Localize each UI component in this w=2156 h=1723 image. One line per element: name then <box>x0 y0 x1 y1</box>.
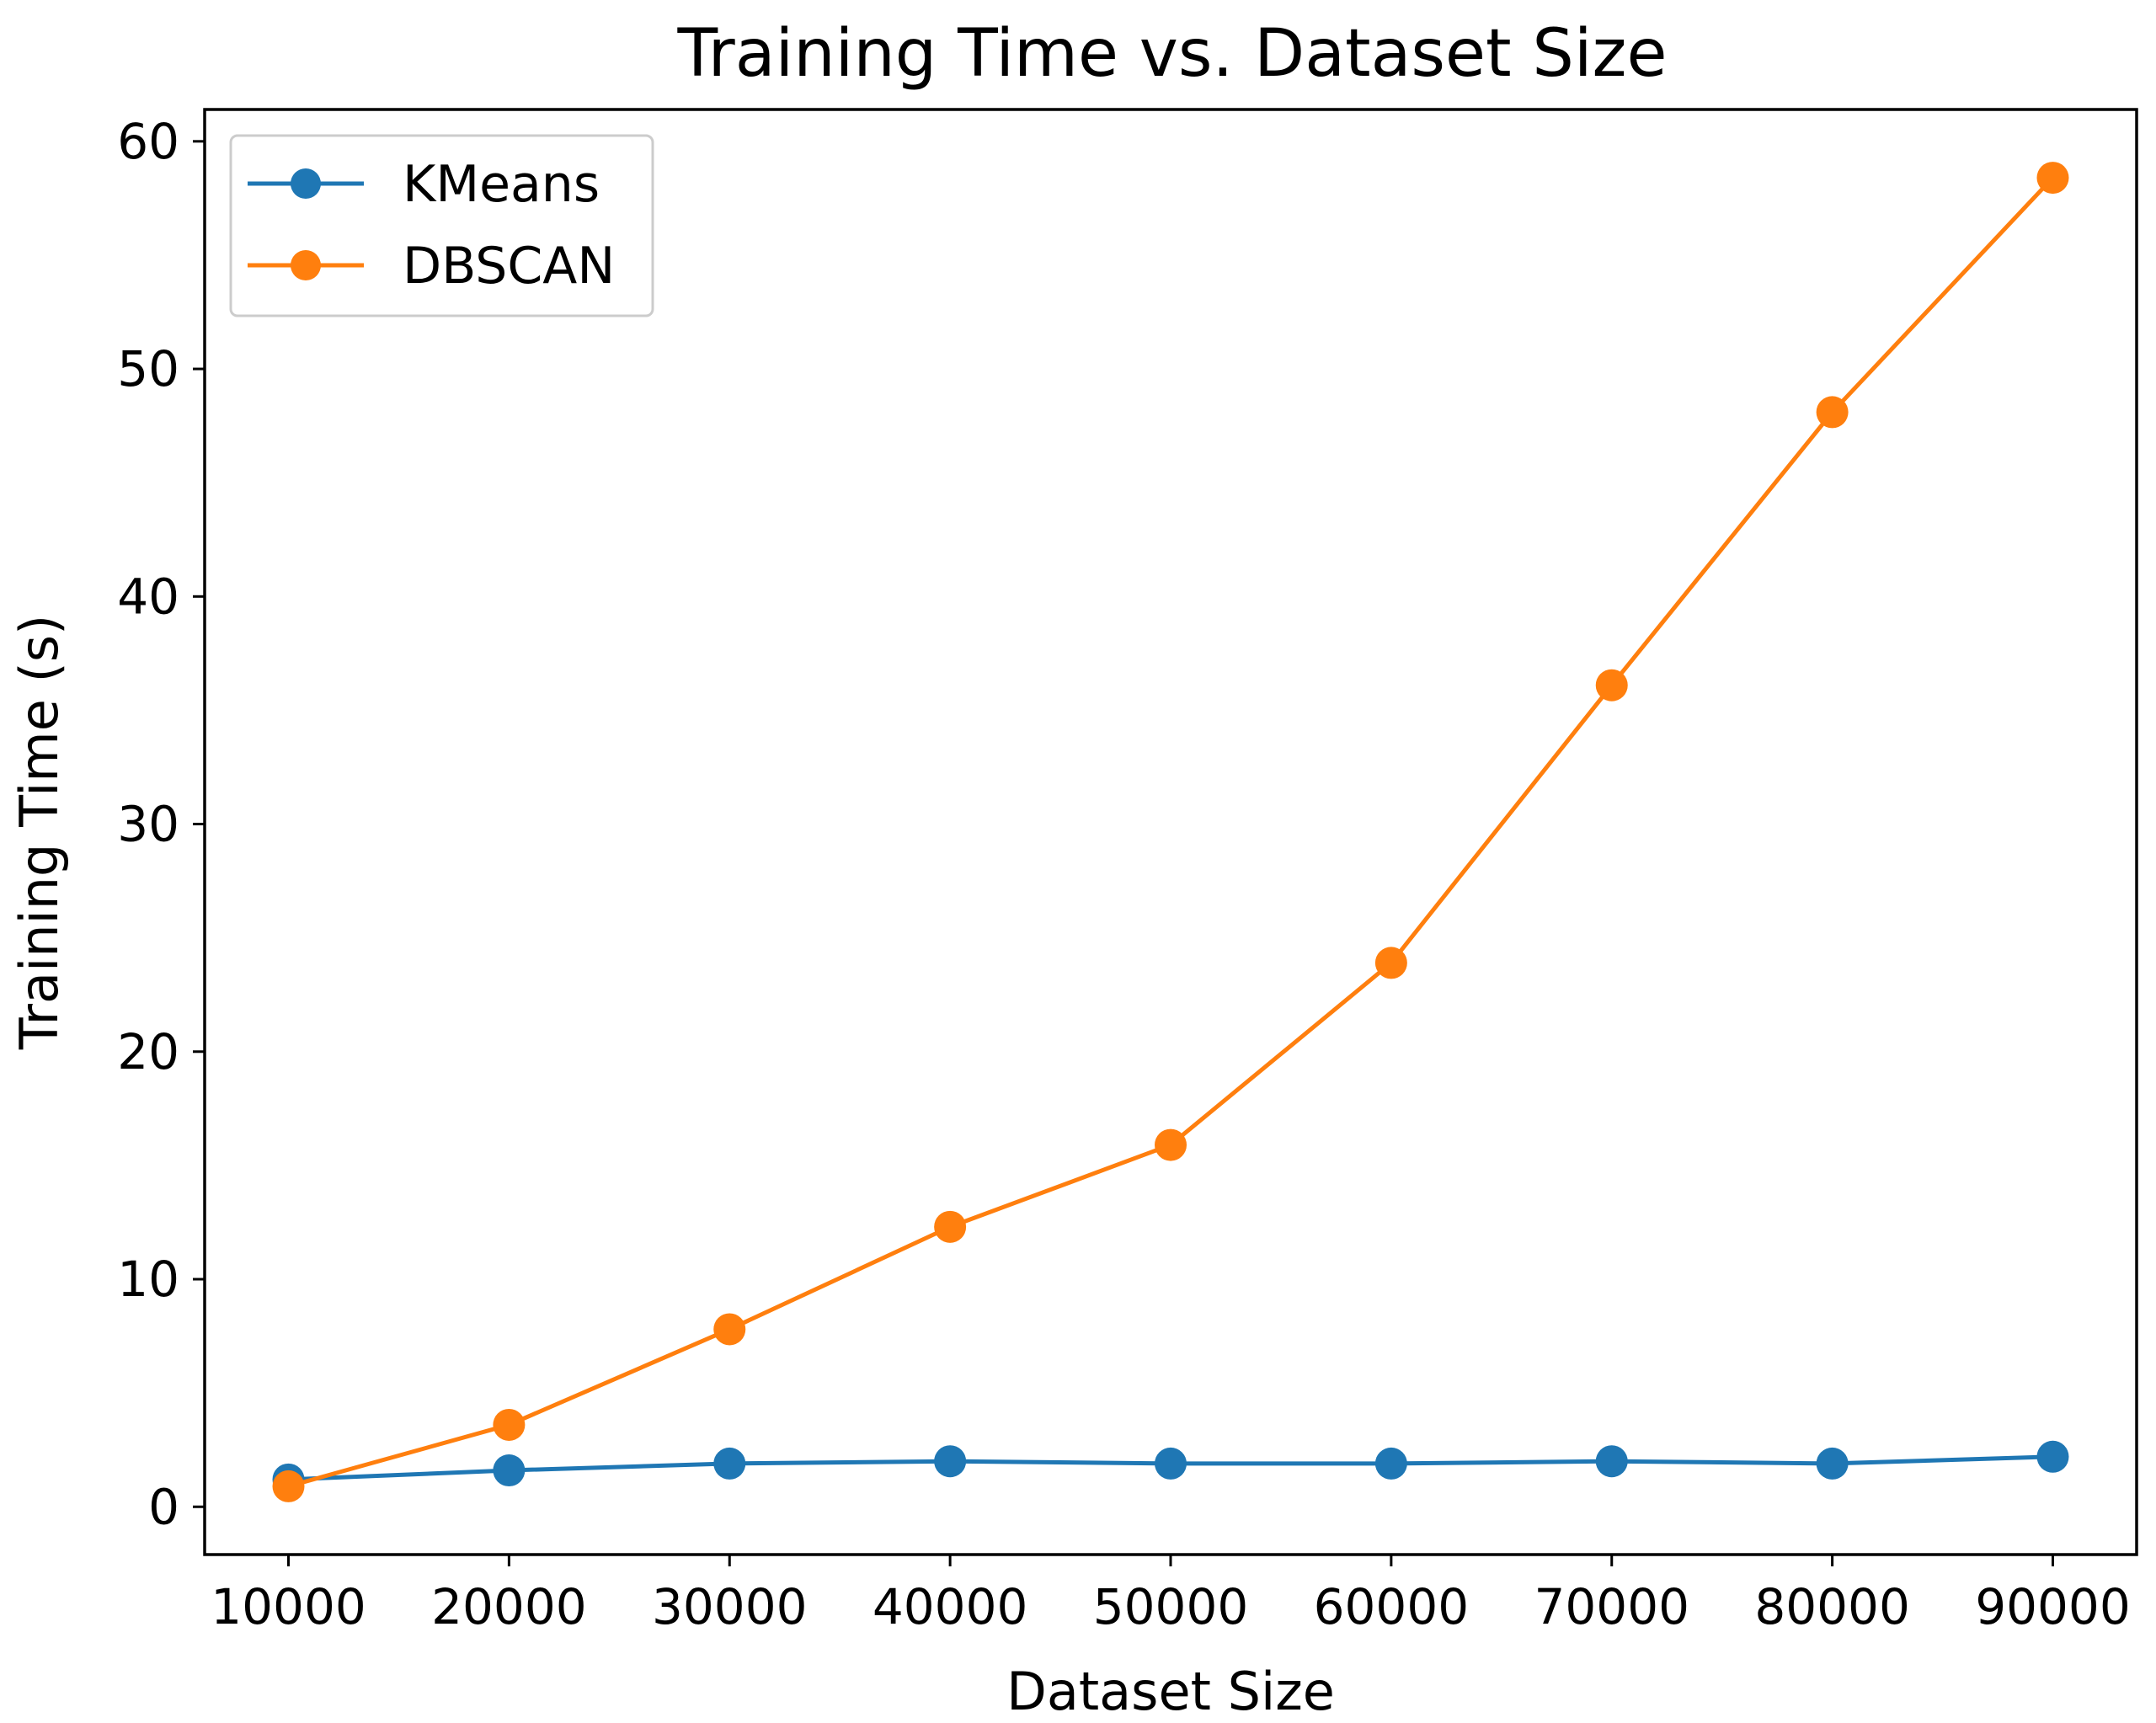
chart-title: Training Time vs. Dataset Size <box>677 16 1668 92</box>
y-tick-label: 20 <box>117 1023 179 1080</box>
y-tick-label: 30 <box>117 796 179 853</box>
data-point-kmeans <box>1816 1447 1849 1480</box>
x-axis: 10000 20000 30000 40000 50000 60000 70000 80000… <box>211 1555 2131 1635</box>
data-point-dbscan <box>272 1470 305 1502</box>
data-point-kmeans <box>1595 1445 1628 1478</box>
x-tick-label: 90000 <box>1975 1578 2131 1635</box>
x-tick-label: 60000 <box>1314 1578 1470 1635</box>
x-tick-label: 70000 <box>1534 1578 1689 1635</box>
y-tick-label: 60 <box>117 113 179 170</box>
data-point-dbscan <box>713 1313 746 1346</box>
x-axis-label: Dataset Size <box>1006 1661 1335 1722</box>
y-tick-label: 10 <box>117 1251 179 1308</box>
data-point-dbscan <box>493 1408 526 1441</box>
data-point-kmeans <box>2036 1440 2069 1473</box>
data-point-dbscan <box>934 1210 967 1243</box>
legend-label-dbscan: DBSCAN <box>403 237 615 296</box>
y-tick-label: 0 <box>148 1478 179 1535</box>
data-point-dbscan <box>1816 396 1849 429</box>
data-point-kmeans <box>1374 1447 1407 1480</box>
x-tick-label: 10000 <box>211 1578 366 1635</box>
series-layer <box>272 162 2069 1502</box>
legend: KMeans DBSCAN <box>229 134 654 317</box>
data-point-dbscan <box>1155 1128 1187 1161</box>
y-axis: 0 10 20 30 40 50 60 <box>117 113 205 1535</box>
legend-marker-dbscan <box>291 250 321 280</box>
data-point-dbscan <box>1595 669 1628 701</box>
legend-label-kmeans: KMeans <box>403 155 600 214</box>
x-tick-label: 20000 <box>431 1578 587 1635</box>
data-point-kmeans <box>934 1445 967 1478</box>
y-tick-label: 40 <box>117 568 179 625</box>
x-tick-label: 50000 <box>1093 1578 1249 1635</box>
series-dbscan <box>272 162 2069 1502</box>
data-point-kmeans <box>713 1447 746 1480</box>
legend-marker-kmeans <box>291 168 321 199</box>
x-tick-label: 30000 <box>652 1578 808 1635</box>
data-point-kmeans <box>1155 1447 1187 1480</box>
x-tick-label: 40000 <box>873 1578 1028 1635</box>
data-point-dbscan <box>2036 162 2069 195</box>
data-point-dbscan <box>1374 947 1407 979</box>
y-axis-label: Training Time (s) <box>8 615 70 1050</box>
legend-box <box>229 134 654 317</box>
y-tick-label: 50 <box>117 340 179 397</box>
x-tick-label: 80000 <box>1754 1578 1910 1635</box>
data-point-kmeans <box>493 1454 526 1487</box>
